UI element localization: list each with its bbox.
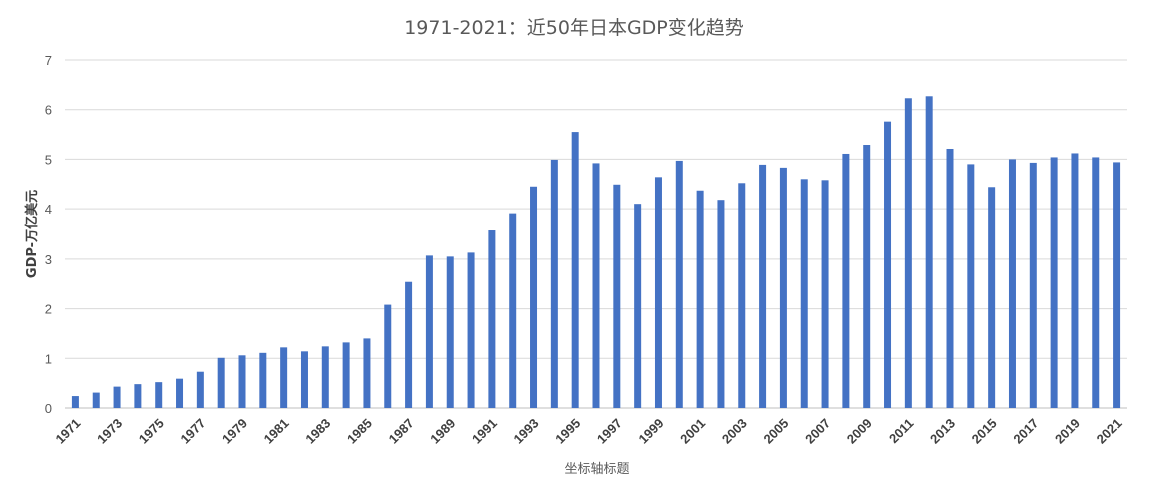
bar-2020	[1092, 157, 1100, 408]
y-tick-label: 6	[45, 103, 52, 118]
bar-1983	[321, 346, 329, 408]
x-tick-label: 1999	[636, 416, 667, 447]
bar-2004	[759, 164, 767, 408]
bar-2019	[1071, 153, 1079, 408]
x-tick-label: 1997	[594, 416, 625, 447]
y-tick-label: 1	[45, 351, 52, 366]
x-tick-label: 1973	[94, 416, 125, 447]
bar-1991	[488, 230, 496, 408]
y-axis-title: GDP-万亿美元	[24, 190, 40, 278]
x-tick-label: 2005	[760, 416, 791, 447]
bar-1979	[238, 355, 246, 408]
x-tick-label: 2007	[802, 416, 833, 447]
bar-1995	[571, 132, 579, 408]
bar-1996	[592, 163, 600, 408]
x-tick-label: 1987	[386, 416, 417, 447]
bar-1987	[405, 281, 413, 408]
bar-1985	[363, 338, 371, 408]
bar-1971	[71, 396, 79, 408]
bar-2018	[1050, 157, 1058, 408]
bar-1974	[134, 384, 142, 408]
x-axis-ticks: 1971 1973 1975 1977 1979 1981 1983 1985 1987 1989…	[52, 416, 1124, 447]
x-tick-label: 1977	[177, 416, 208, 447]
x-tick-label: 2017	[1010, 416, 1041, 447]
bar-1980	[259, 352, 267, 408]
bar-1976	[176, 378, 184, 408]
bar-1998	[634, 204, 642, 408]
x-tick-label: 2009	[844, 416, 875, 447]
x-tick-label: 1985	[344, 416, 375, 447]
bar-1977	[196, 371, 204, 408]
x-tick-label: 1995	[552, 416, 583, 447]
x-tick-label: 2021	[1094, 416, 1125, 447]
bar-2008	[842, 153, 850, 408]
bar-2003	[738, 183, 746, 408]
bar-2017	[1029, 162, 1037, 408]
x-tick-label: 2011	[886, 416, 917, 447]
bar-1986	[384, 304, 392, 408]
x-tick-label: 1983	[302, 416, 333, 447]
bar-2013	[946, 148, 954, 409]
x-tick-label: 2013	[927, 416, 958, 447]
bar-2000	[675, 160, 683, 408]
bar-2010	[884, 121, 892, 409]
chart-title: 1971-2021：近50年日本GDP变化趋势	[404, 17, 744, 39]
x-tick-label: 1975	[136, 416, 167, 447]
bar-1989	[446, 256, 454, 408]
bar-2011	[904, 98, 912, 408]
x-tick-label: 1979	[219, 416, 250, 447]
x-tick-label: 2015	[969, 416, 1000, 447]
x-tick-label: 1971	[52, 416, 83, 447]
y-tick-label: 2	[45, 302, 52, 317]
y-tick-label: 7	[45, 53, 52, 68]
bar-2015	[988, 187, 996, 408]
x-tick-label: 1989	[427, 416, 458, 447]
bar-1993	[530, 186, 538, 408]
bar-1981	[280, 347, 288, 408]
bar-2016	[1008, 159, 1016, 408]
bar-1992	[509, 213, 517, 408]
x-tick-label: 1991	[469, 416, 500, 447]
y-tick-label: 5	[45, 152, 52, 167]
bar-1984	[342, 342, 350, 408]
bar-2014	[967, 164, 975, 408]
x-tick-label: 1993	[511, 416, 542, 447]
bar-1990	[467, 252, 475, 408]
bar-1972	[92, 392, 100, 408]
bar-1999	[654, 177, 662, 408]
bar-1994	[550, 159, 558, 408]
y-tick-label: 4	[45, 202, 52, 217]
bar-2007	[821, 180, 829, 408]
x-tick-label: 2019	[1052, 416, 1083, 447]
x-tick-label: 2001	[677, 416, 708, 447]
x-tick-label: 1981	[261, 416, 292, 447]
y-tick-label: 0	[45, 401, 52, 416]
x-tick-label: 2003	[719, 416, 750, 447]
y-tick-label: 3	[45, 252, 52, 267]
bars	[71, 96, 1121, 409]
bar-2005	[779, 167, 787, 408]
bar-1978	[217, 357, 225, 408]
bar-1988	[425, 255, 433, 408]
bar-2009	[863, 145, 871, 408]
bar-2006	[800, 179, 808, 408]
y-axis-ticks: 0 1 2 3 4 5 6 7	[45, 53, 52, 416]
bar-2021	[1113, 162, 1121, 408]
bar-1973	[113, 386, 121, 408]
bar-1997	[613, 184, 621, 408]
bar-1975	[155, 382, 163, 408]
x-axis-title: 坐标轴标题	[564, 462, 629, 477]
bar-2001	[696, 190, 704, 408]
bar-2012	[925, 96, 933, 408]
bar-2002	[717, 200, 725, 408]
bar-1982	[300, 351, 308, 408]
